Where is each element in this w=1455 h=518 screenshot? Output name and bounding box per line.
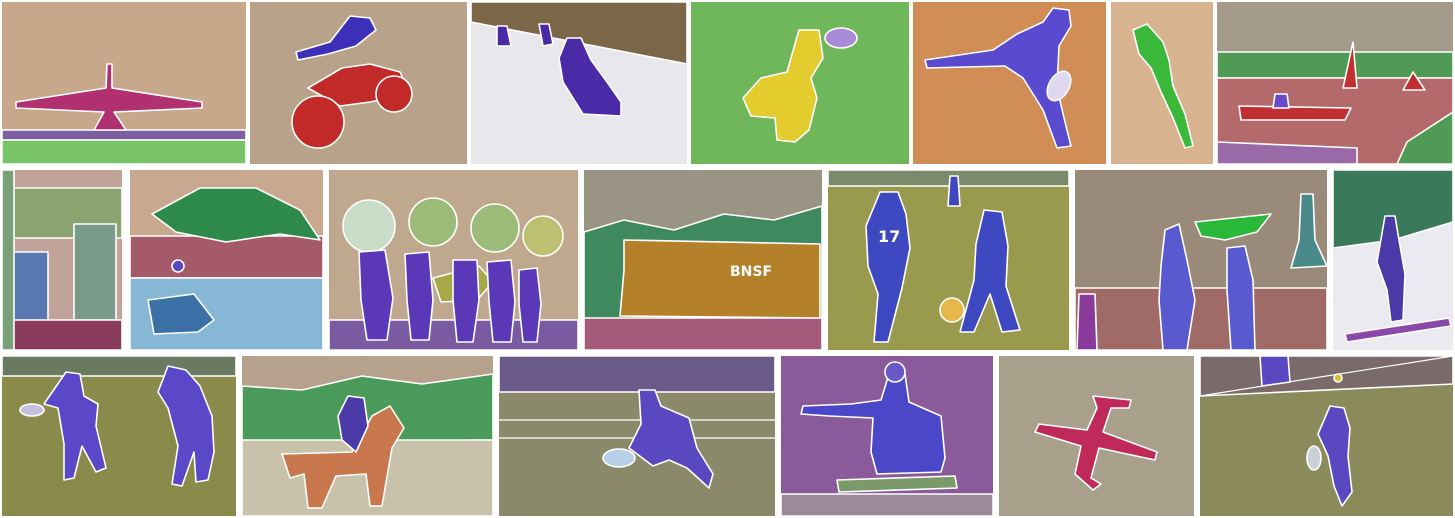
bags-segment — [499, 356, 775, 393]
kite-segment — [1194, 213, 1272, 241]
tower-segment — [1290, 193, 1327, 269]
umbrella-segment — [151, 187, 321, 243]
person-segment — [171, 259, 185, 273]
airplane-segment — [1034, 395, 1158, 491]
umbrella-beach-image — [130, 170, 323, 350]
tile-kite-flyers — [1075, 170, 1327, 350]
kite-segment — [1132, 23, 1194, 149]
kitchen-image — [2, 170, 122, 350]
tile-snowboarder — [1333, 170, 1453, 350]
tennis-woman-image — [913, 2, 1106, 164]
tile-soccer: 17 — [828, 170, 1069, 350]
tile-airplane-sky — [999, 356, 1194, 516]
tile-frisbee-players — [2, 356, 236, 516]
skiers-image — [471, 2, 687, 164]
umbrella-segment — [408, 197, 458, 247]
racket-segment — [1046, 70, 1072, 102]
ball-segment — [939, 297, 965, 323]
trees-segment — [471, 2, 687, 65]
boat-segment — [1238, 105, 1352, 121]
board-segment — [1344, 317, 1452, 343]
player-segment — [1317, 405, 1353, 507]
racket-segment — [1306, 445, 1322, 471]
motocross-image — [250, 2, 467, 164]
refrigerator-segment — [73, 223, 117, 321]
tile-umbrella-beach — [130, 170, 323, 350]
person-segment — [358, 249, 394, 341]
trees-segment — [1217, 51, 1453, 79]
train-logo-text: BNSF — [730, 264, 772, 280]
skateboard-segment — [836, 475, 958, 493]
gravel-segment — [584, 317, 822, 350]
rider-segment — [295, 15, 377, 61]
soccer-image: 17 — [828, 170, 1069, 350]
person-segment — [800, 373, 946, 475]
kite-image — [1111, 2, 1213, 164]
skier-segment — [558, 37, 622, 117]
trees-segment — [1333, 170, 1453, 249]
tile-motocross — [250, 2, 467, 164]
tile-umbrella-group — [329, 170, 578, 350]
frisbee-players-image — [2, 356, 236, 516]
tennis-man-image — [499, 356, 775, 516]
horse-segment — [281, 405, 405, 509]
umbrella-group-image — [329, 170, 578, 350]
snowboarder-segment — [1376, 215, 1406, 323]
tile-kitchen — [2, 170, 122, 350]
tile-dog-frisbee — [691, 2, 909, 164]
person-segment — [43, 371, 107, 481]
dog-frisbee-image — [691, 2, 909, 164]
tile-kite — [1111, 2, 1213, 164]
tile-tennis-girl — [1200, 356, 1453, 516]
dog-segment — [742, 29, 824, 143]
snowboarder-image — [1333, 170, 1453, 350]
person-segment — [865, 191, 911, 343]
airplane-runway-image — [2, 2, 246, 164]
person-segment — [1272, 93, 1290, 109]
frisbee-segment — [19, 403, 45, 417]
boat-harbor-image — [1217, 2, 1453, 164]
player-segment — [924, 7, 1072, 149]
tile-tennis-woman — [913, 2, 1106, 164]
tennis-girl-image — [1200, 356, 1453, 516]
chair-segment — [147, 293, 215, 335]
airplane-sky-image — [999, 356, 1194, 516]
racket-segment — [602, 448, 636, 468]
tile-skiers — [471, 2, 687, 164]
tile-train: BNSF — [584, 170, 822, 350]
skateboarder-image — [781, 356, 993, 516]
tile-horse-rider — [242, 356, 493, 516]
tile-skateboarder — [781, 356, 993, 516]
tile-tennis-man — [499, 356, 775, 516]
floor-segment — [2, 319, 122, 350]
train-image: BNSF — [584, 170, 822, 350]
train-segment — [619, 239, 821, 319]
rider-segment — [337, 395, 369, 453]
player-segment — [628, 389, 714, 489]
jersey-number-text: 17 — [878, 227, 900, 246]
airplane-segment — [15, 63, 203, 131]
tile-boat-harbor — [1217, 2, 1453, 164]
horse-rider-image — [242, 356, 493, 516]
tile-airplane-runway — [2, 2, 246, 164]
ball-segment — [1333, 373, 1343, 383]
person-segment — [1158, 223, 1196, 350]
frisbee-segment — [824, 27, 858, 49]
kite-flyers-image — [1075, 170, 1327, 350]
